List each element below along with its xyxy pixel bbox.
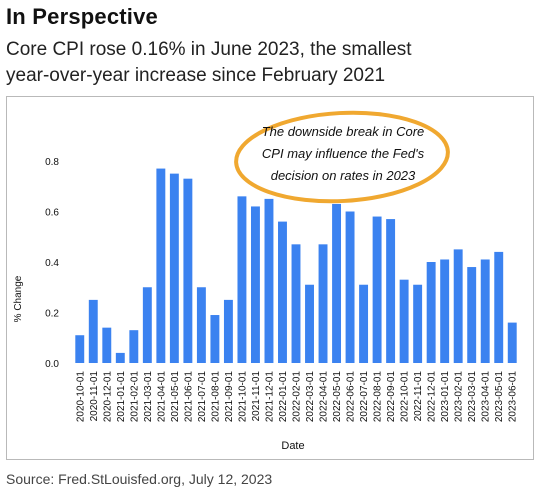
x-tick-label: 2022-12-01 [427,371,438,423]
x-tick-label: 2021-02-01 [129,371,140,423]
bar-2022-09-01 [386,219,396,363]
x-tick-label: 2023-05-01 [494,371,505,423]
y-axis-label: % Change [13,275,24,322]
bar-2022-04-01 [318,244,328,363]
x-tick-label: 2022-11-01 [413,371,424,422]
x-tick-label: 2022-04-01 [319,371,330,423]
bar-2022-10-01 [399,279,409,363]
y-tick-label: 0.0 [45,359,59,370]
source-note: Source: Fred.StLouisfed.org, July 12, 20… [6,471,273,487]
bar-2022-01-01 [278,221,287,363]
bar-2021-03-01 [142,287,152,363]
x-tick-label: 2022-01-01 [278,371,289,423]
bar-2021-07-01 [196,287,206,363]
bar-2022-12-01 [426,262,436,363]
annotation-callout: The downside break in Core CPI may influ… [234,110,450,204]
bar-2022-11-01 [413,284,423,363]
bar-2021-01-01 [115,352,125,363]
bar-2023-03-01 [467,267,477,363]
bar-2023-01-01 [440,259,450,363]
bar-2021-05-01 [169,173,179,364]
subtitle-line-2: year-over-year increase since February 2… [6,65,386,86]
x-tick-label: 2021-07-01 [197,371,208,423]
y-tick-label: 0.4 [45,258,59,269]
annotation-line-3: decision on rates in 2023 [271,168,416,183]
x-tick-label: 2022-02-01 [292,371,303,423]
bars-group [75,168,517,364]
x-tick-label: 2023-03-01 [467,371,478,423]
x-tick-label: 2022-05-01 [332,371,343,423]
bar-2022-06-01 [345,211,355,363]
x-axis-ticks: 2020-10-01 2020-11-01 2020-12-01 2021-01-01… [75,371,518,423]
bar-2021-02-01 [129,330,139,363]
x-tick-label: 2021-06-01 [183,371,194,423]
bar-2021-04-01 [156,168,166,363]
page-title: In Perspective [6,4,158,29]
x-tick-label: 2022-07-01 [359,371,370,423]
x-tick-label: 2021-12-01 [264,371,275,423]
bar-2023-02-01 [453,249,463,364]
x-tick-label: 2023-06-01 [508,371,519,423]
x-tick-label: 2022-03-01 [305,371,316,423]
bar-2022-03-01 [305,284,314,363]
x-tick-label: 2023-04-01 [481,371,492,423]
bar-2022-07-01 [359,284,369,363]
x-tick-label: 2022-09-01 [386,371,397,423]
bar-2021-08-01 [210,315,220,363]
x-tick-label: 2020-12-01 [102,371,113,423]
y-tick-label: 0.2 [45,309,59,320]
bar-2023-06-01 [507,322,517,363]
annotation-line-2: CPI may influence the Fed's [262,146,425,161]
x-tick-label: 2021-10-01 [237,371,248,423]
bar-2023-04-01 [480,259,490,363]
bar-2021-12-01 [264,198,274,364]
x-tick-label: 2020-10-01 [75,371,86,423]
page-subtitle: Core CPI rose 0.16% in June 2023, the sm… [6,37,526,89]
y-tick-label: 0.6 [45,208,59,219]
annotation-ring [234,110,450,204]
subtitle-line-1: Core CPI rose 0.16% in June 2023, the sm… [6,39,412,60]
x-tick-label: 2022-06-01 [346,371,357,423]
x-tick-label: 2021-08-01 [210,371,221,423]
y-tick-label: 0.8 [45,157,59,168]
bar-2021-10-01 [237,196,247,363]
x-tick-label: 2021-04-01 [156,371,167,423]
bar-2023-05-01 [494,251,504,363]
x-tick-label: 2022-08-01 [373,371,384,423]
x-tick-label: 2023-01-01 [440,371,451,423]
x-tick-label: 2020-11-01 [89,371,100,422]
x-tick-label: 2021-11-01 [251,371,262,422]
bar-2020-11-01 [88,299,98,364]
bar-2022-05-01 [332,203,342,363]
x-axis-label: Date [281,440,304,452]
x-tick-label: 2021-03-01 [143,371,154,423]
x-tick-label: 2021-05-01 [170,371,181,423]
x-tick-label: 2021-09-01 [224,371,235,423]
bar-2022-02-01 [291,244,301,363]
bar-2020-12-01 [102,327,112,363]
x-tick-label: 2023-02-01 [454,371,465,423]
annotation-line-1: The downside break in Core [262,124,425,139]
bar-2021-06-01 [183,178,193,363]
x-tick-label: 2021-01-01 [116,371,127,423]
bar-2020-10-01 [75,335,85,363]
bar-2021-09-01 [223,299,233,364]
chart-frame: 0.0 0.2 0.4 0.6 0.8 2020-10-01 2020-11-01 2020… [6,96,534,460]
x-tick-label: 2022-10-01 [400,371,411,423]
bar-2022-08-01 [372,216,382,363]
bar-2021-11-01 [250,206,260,363]
bar-chart: 0.0 0.2 0.4 0.6 0.8 2020-10-01 2020-11-01 2020… [13,110,519,452]
y-axis-ticks: 0.0 0.2 0.4 0.6 0.8 [45,157,59,370]
